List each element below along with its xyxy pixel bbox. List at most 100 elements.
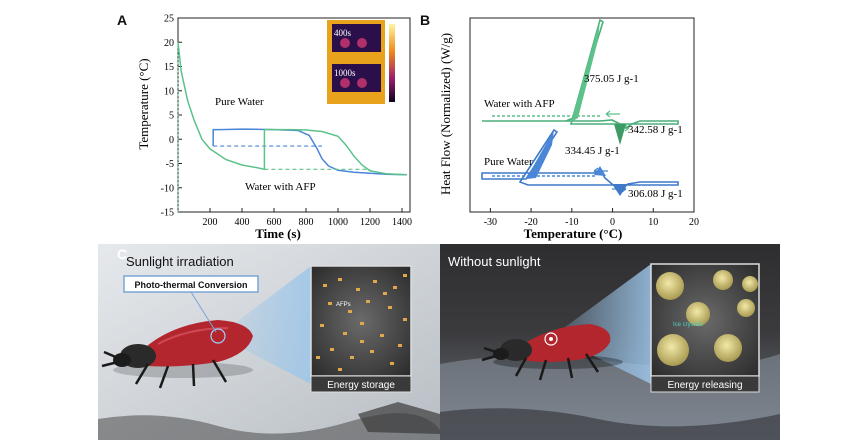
afp-particle: [350, 356, 354, 359]
ytick-label-a: 15: [164, 62, 174, 73]
pure-endotherm-fill: [612, 184, 628, 196]
series-pure-water-b: [481, 128, 679, 196]
ice-crystal: [657, 334, 689, 366]
series-line-a-0: [212, 128, 407, 176]
panel-letter-c: C: [117, 246, 128, 262]
ice-crystal: [713, 270, 733, 290]
afp-particle: [398, 344, 402, 347]
ice-crystal: [737, 299, 755, 317]
label-energy-storage: Energy storage: [327, 380, 395, 391]
afp-particle: [403, 274, 407, 277]
xtick-label-a: 1200: [360, 217, 380, 228]
light-beam-right: [553, 264, 651, 384]
afp-particle: [390, 362, 394, 365]
ytick-label-a: -15: [161, 208, 174, 219]
afp-particle: [343, 332, 347, 335]
label-pure-water-a: Pure Water: [215, 96, 264, 108]
afp-particle: [338, 278, 342, 281]
ice-tag: Ice crystals: [673, 322, 703, 328]
annot-342: 342.58 J g-1: [628, 124, 683, 136]
inset-energy-releasing: Ice crystals Energy releasing: [650, 263, 760, 393]
beetle-left: [101, 320, 253, 389]
ice-crystal: [742, 276, 758, 292]
series-water-afp-b: [482, 18, 679, 145]
afp-exotherm-fill: [571, 20, 600, 122]
afp-particle: [403, 318, 407, 321]
afp-particle: [348, 310, 352, 313]
plot-frame-b: [469, 17, 695, 213]
afp-particle: [366, 300, 370, 303]
ytick-label-a: 20: [164, 38, 174, 49]
ylabel-b: Heat Flow (Normalized) (W/g): [438, 33, 453, 195]
xlabel-a: Time (s): [255, 226, 301, 241]
xtick-label-b: -20: [524, 217, 537, 228]
light-beam-left: [218, 266, 311, 384]
ytick-label-a: -10: [161, 183, 174, 194]
xtick-label-a: 1000: [328, 217, 348, 228]
afp-particle: [383, 292, 387, 295]
ice-crystal: [656, 272, 684, 300]
panel-letter-b: B: [420, 12, 431, 28]
title-sunlight: Sunlight irradiation: [126, 254, 234, 269]
afp-particle: [380, 334, 384, 337]
beetle-right: [481, 324, 623, 381]
afp-particle: [360, 340, 364, 343]
afp-endotherm-fill: [614, 124, 626, 145]
xtick-label-b: -30: [484, 217, 497, 228]
scan-arrow: [605, 110, 620, 118]
label-energy-releasing: Energy releasing: [667, 380, 742, 391]
label-pure-water-b: Pure Water: [484, 156, 533, 168]
afp-particle: [323, 284, 327, 287]
xtick-label-a: 800: [299, 217, 314, 228]
ytick-label-a: 0: [169, 135, 174, 146]
annot-306: 306.08 J g-1: [628, 188, 683, 200]
xtick-label-a: 600: [267, 217, 282, 228]
rocks-left: [98, 413, 440, 440]
colorbar: [389, 24, 395, 102]
annot-375: 375.05 J g-1: [584, 73, 639, 85]
afp-particle: [338, 368, 342, 371]
inset-label-1000s: 1000s: [334, 68, 356, 78]
afp-particle: [393, 286, 397, 289]
afp-particle: [316, 356, 320, 359]
xtick-label-a: 400: [235, 217, 250, 228]
series-line-a-1: [177, 42, 407, 176]
afp-particle: [388, 306, 392, 309]
panel-letter-a: A: [117, 12, 128, 28]
ylabel-a: Temperature (°C): [136, 58, 151, 149]
afp-particle: [328, 302, 332, 305]
pure-crystal-fill: [594, 166, 606, 176]
label-water-afp-a: Water with AFP: [245, 181, 316, 193]
afp-particle: [320, 324, 324, 327]
title-without-sunlight: Without sunlight: [448, 254, 541, 269]
xtick-label-b: -10: [565, 217, 578, 228]
afp-particle: [373, 280, 377, 283]
xlabel-b: Temperature (°C): [524, 226, 623, 241]
afp-particle: [330, 348, 334, 351]
annot-334: 334.45 J g-1: [565, 145, 620, 157]
xtick-label-a: 200: [203, 217, 218, 228]
ytick-label-a: -5: [166, 159, 174, 170]
ytick-label-a: 25: [164, 14, 174, 25]
label-water-afp-b: Water with AFP: [484, 98, 555, 110]
afp-tag: AFPs: [336, 302, 351, 308]
pure-exotherm-fill: [526, 130, 554, 179]
inset-energy-storage: AFPs Energy storage: [310, 265, 412, 393]
xtick-label-b: 10: [648, 217, 658, 228]
ytick-label-a: 5: [169, 111, 174, 122]
xtick-label-b: 20: [689, 217, 699, 228]
afp-particle: [356, 288, 360, 291]
xtick-label-b: 0: [610, 217, 615, 228]
ice-crystal: [686, 302, 710, 326]
ice-crystal: [714, 334, 742, 362]
thermal-inset: 400s 1000s: [327, 20, 395, 104]
afp-main-loop: [482, 18, 679, 129]
afp-particle: [370, 350, 374, 353]
ytick-label-a: 10: [164, 86, 174, 97]
afp-particle: [360, 322, 364, 325]
inset-label-400s: 400s: [334, 28, 352, 38]
xtick-label-a: 1400: [392, 217, 412, 228]
panel-c-illustration: Photo-thermal Conversion Sunlight irradi…: [98, 244, 780, 440]
